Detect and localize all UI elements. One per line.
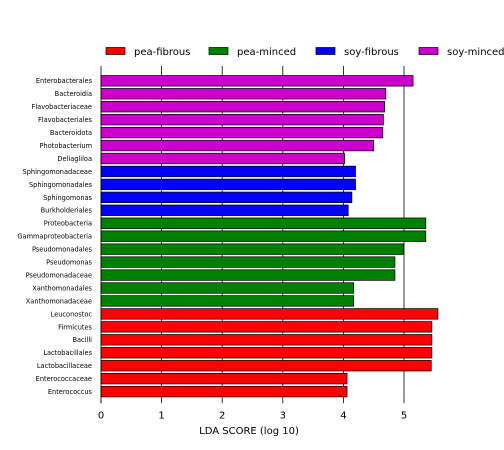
x-axis-label: LDA SCORE (log 10) [199,426,299,437]
category-label: Firmicutes [58,323,92,331]
bar [100,165,356,178]
legend-swatch [315,47,336,55]
bar [100,113,384,126]
bar [100,88,387,100]
bar [100,126,384,139]
bar [100,385,348,398]
x-tick-label: 2 [219,410,225,421]
legend-label: soy-fibrous [344,47,399,58]
category-label: Bacteroidota [50,129,92,137]
category-label: Sphingomonas [43,194,92,202]
legend-label: pea-minced [237,47,296,58]
bar [100,178,356,191]
bar [100,75,414,87]
bar [100,191,353,204]
legend: pea-fibrous pea-minced soy-fibrous soy-minc… [105,47,504,58]
x-axis: 0 1 2 3 4 5 [98,66,407,421]
category-label: Xanthomonadales [32,284,92,292]
bar [100,321,433,333]
bar [100,217,427,229]
category-label: Gammaproteobacteria [17,233,92,241]
category-label: Enterobacterales [36,77,93,85]
legend-label: pea-fibrous [134,47,190,58]
bar [100,243,404,255]
category-label: Sphingomonadaceae [23,168,92,176]
bar [100,282,355,294]
legend-swatch [418,47,439,55]
bar [100,204,349,216]
bar [100,101,385,113]
category-label: Pseudomonas [46,259,92,267]
bar [100,230,427,242]
bar [100,152,345,165]
category-label: Flavobacteriaceae [32,103,92,111]
category-label: Xanthomonadaceae [26,297,92,305]
category-label: Photobacterium [40,142,92,150]
category-label: Lactobacillaceae [37,362,92,370]
category-label: Deliagliloa [57,155,92,163]
legend-swatch [105,47,126,55]
bar [100,334,433,346]
bar [100,360,432,372]
x-tick-label: 3 [280,410,286,421]
category-label: Sphingomonadales [29,181,93,189]
bars [100,75,439,398]
category-label: Enterococcus [48,388,93,396]
bar [100,347,433,359]
category-label: Leuconostoc [51,310,93,318]
x-tick-label: 5 [401,410,407,421]
bar [100,308,439,320]
category-label: Bacilli [72,336,92,344]
bar [100,373,348,385]
category-label: Pseudomonadaceae [26,271,92,279]
category-label: Flavobacteriales [38,116,93,124]
category-label: Enterococcaceae [36,375,92,383]
category-labels: Enterobacterales Bacteroidia Flavobacteria… [17,77,92,396]
category-label: Bacteroidia [55,90,92,98]
x-tick-label: 0 [98,410,104,421]
legend-label: soy-minced [447,47,504,58]
x-tick-label: 1 [158,410,164,421]
bar [100,295,355,307]
bar [100,256,396,268]
x-tick-label: 4 [340,410,346,421]
bar [100,139,375,152]
category-label: Burkholderiales [41,207,93,215]
legend-swatch [208,47,229,55]
bar [100,269,396,281]
category-label: Pseudomonadales [32,246,93,254]
category-label: Proteobacteria [44,220,92,228]
category-label: Lactobacillales [43,349,92,357]
